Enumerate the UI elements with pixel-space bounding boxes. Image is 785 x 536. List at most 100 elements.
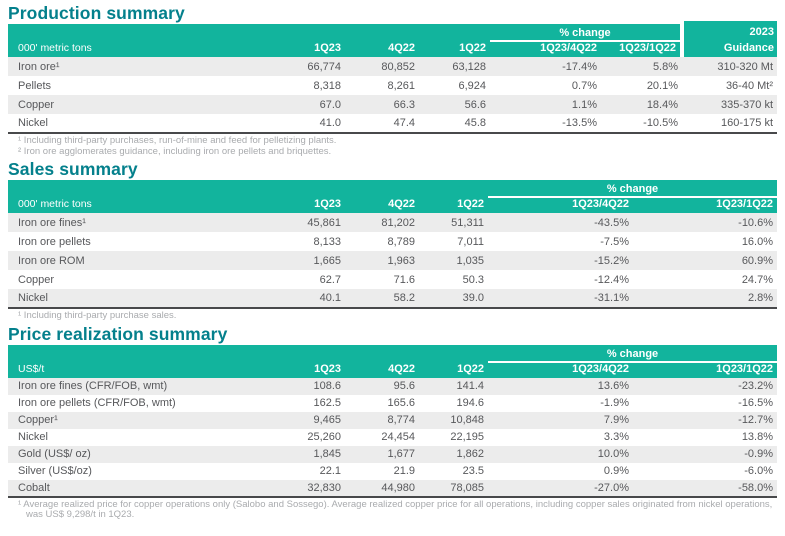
table-header: % change 000' metric tons 1Q23 4Q22 1Q22 1Q23… <box>8 180 778 213</box>
table-header: % change US$/t 1Q23 4Q22 1Q22 1Q23/4Q22 1Q23/1… <box>8 344 778 378</box>
row-label: Copper <box>18 273 55 286</box>
header-top-row: % change <box>8 180 778 198</box>
header-spacer <box>8 24 490 41</box>
value-cell: 44,980 <box>345 479 419 498</box>
value-cell: -6.0% <box>744 465 774 477</box>
value-cell: 10.0% <box>597 448 629 460</box>
report-page: Production summary% change 2023 000' metri… <box>0 4 785 521</box>
value-cell: 45,861 <box>307 216 341 229</box>
table-row: Iron ore fines¹ 45,861 81,202 51,311 -43.5% -… <box>8 213 778 232</box>
value-cell: 8,261 <box>387 79 415 92</box>
value-cell: 63,128 <box>452 60 486 73</box>
table-body: Iron ore fines (CFR/FOB, wmt) 108.6 95.6 14… <box>8 377 778 498</box>
column-header: 1Q23/1Q22 <box>601 41 683 57</box>
table-row: Copper 67.0 66.3 56.6 1.1% 18.4% 335-370 kt <box>8 95 778 114</box>
table-body: Iron ore fines¹ 45,861 81,202 51,311 -43.5% -… <box>8 213 778 309</box>
value-cell: 39.0 <box>419 289 488 309</box>
table-row: Copper¹ 9,465 8,774 10,848 7.9% -12.7% <box>8 411 778 429</box>
value-cell: -13.5% <box>490 114 601 134</box>
value-cell: 13.8% <box>741 431 774 443</box>
value-cell: 66,774 <box>307 60 341 73</box>
header-spacer <box>8 180 488 197</box>
value-cell: 194.6 <box>456 397 484 409</box>
column-header: 4Q22 <box>345 41 419 57</box>
value-cell: -12.4% <box>594 273 629 286</box>
value-cell: 0.9% <box>603 465 629 477</box>
value-cell: 0.7% <box>571 79 597 92</box>
value-cell: -31.1% <box>488 289 633 309</box>
value-cell: 335-370 kt <box>721 98 774 111</box>
value-cell: 67.0 <box>319 98 341 111</box>
value-cell: 160-175 kt <box>682 114 778 134</box>
value-cell: 25,260 <box>307 431 341 443</box>
column-header: 1Q23/1Q22 <box>633 361 778 378</box>
value-cell: 66.3 <box>393 98 415 111</box>
value-cell: 8,774 <box>387 414 415 426</box>
table-row: Pellets 8,318 8,261 6,924 0.7% 20.1% 36-40 Mt² <box>8 76 777 95</box>
table-row: Nickel 40.1 58.2 39.0 -31.1% 2.8% <box>8 289 778 309</box>
value-cell: 40.1 <box>248 289 345 309</box>
guidance-header-year: 2023 <box>680 21 780 41</box>
value-cell: 108.6 <box>313 380 341 392</box>
value-cell: -58.0% <box>633 479 778 498</box>
header-bottom-row: 000' metric tons 1Q23 4Q22 1Q22 1Q23/4Q22 1Q2… <box>8 41 778 57</box>
value-cell: 8,318 <box>313 79 341 92</box>
table-row: Copper 62.7 71.6 50.3 -12.4% 24.7% <box>8 270 777 289</box>
summary-section: Production summary% change 2023 000' metri… <box>8 4 780 157</box>
row-label: Cobalt <box>8 479 248 498</box>
unit-label: 000' metric tons <box>8 41 248 57</box>
footnote: ¹ Average realized price for copper oper… <box>18 498 773 520</box>
header-spacer <box>8 344 488 362</box>
value-cell: 5.8% <box>652 60 679 73</box>
row-label: Iron ore pellets (CFR/FOB, wmt) <box>18 397 176 409</box>
value-cell: 62.7 <box>319 273 341 286</box>
value-cell: 1.1% <box>571 98 597 111</box>
value-cell: 1,845 <box>313 448 341 460</box>
header-top-row: % change <box>8 344 778 363</box>
value-cell: 20.1% <box>646 79 679 92</box>
column-header: 1Q23/4Q22 <box>488 197 633 213</box>
value-cell: 8,133 <box>313 235 341 248</box>
value-cell: 13.6% <box>597 380 629 392</box>
column-header: 1Q23/4Q22 <box>490 41 601 57</box>
value-cell: -27.0% <box>488 479 633 498</box>
row-label: Nickel <box>18 431 48 443</box>
value-cell: -12.7% <box>738 414 774 426</box>
value-cell: 36-40 Mt² <box>725 79 774 92</box>
header-bottom-row: US$/t 1Q23 4Q22 1Q22 1Q23/4Q22 1Q23/1Q22 <box>8 361 778 378</box>
value-cell: 50.3 <box>462 273 484 286</box>
value-cell: -15.2% <box>594 254 629 267</box>
value-cell: 162.5 <box>313 397 341 409</box>
value-cell: 1,862 <box>456 448 484 460</box>
table-row: Iron ore pellets (CFR/FOB, wmt) 162.5 165.… <box>8 395 777 412</box>
summary-tables-container: Production summary% change 2023 000' metri… <box>8 4 780 521</box>
value-cell: 51,311 <box>451 216 484 229</box>
row-label: Nickel <box>8 114 248 134</box>
table-row: Iron ore ROM 1,665 1,963 1,035 -15.2% 60.9% <box>8 251 778 270</box>
row-label: Gold (US$/ oz) <box>18 448 91 460</box>
footnote: ¹ Including third-party purchases, run-o… <box>18 135 337 146</box>
value-cell: 78,085 <box>419 479 488 498</box>
value-cell: 24.7% <box>741 273 774 286</box>
value-cell: 1,677 <box>387 448 415 460</box>
pct-change-label: % change <box>488 180 778 198</box>
value-cell: -1.9% <box>600 397 629 409</box>
row-label: Silver (US$/oz) <box>18 465 92 477</box>
row-label: Pellets <box>18 79 52 92</box>
summary-section: Sales summary% change 000' metric tons 1Q2… <box>8 160 778 322</box>
table-row: Gold (US$/ oz) 1,845 1,677 1,862 10.0% -0.9% <box>8 445 778 463</box>
pct-change-label: % change <box>488 344 778 363</box>
summary-table: % change US$/t 1Q23 4Q22 1Q22 1Q23/4Q22 1Q23/1… <box>8 344 778 498</box>
table-row: Nickel 25,260 24,454 22,195 3.3% 13.8% <box>8 429 777 446</box>
guidance-header-label: Guidance <box>680 41 778 57</box>
unit-label: 000' metric tons <box>8 197 248 213</box>
table-row: Nickel 41.0 47.4 45.8 -13.5% -10.5% 160-175 kt <box>8 114 778 134</box>
value-cell: 141.4 <box>456 380 484 392</box>
value-cell: 41.0 <box>248 114 345 134</box>
value-cell: 22.1 <box>319 465 341 477</box>
row-label: Iron ore¹ <box>18 60 60 73</box>
value-cell: 7.9% <box>603 414 629 426</box>
column-header: 1Q23 <box>248 197 345 213</box>
footnotes: ¹ Average realized price for copper oper… <box>8 498 777 521</box>
value-cell: 56.6 <box>464 98 486 111</box>
